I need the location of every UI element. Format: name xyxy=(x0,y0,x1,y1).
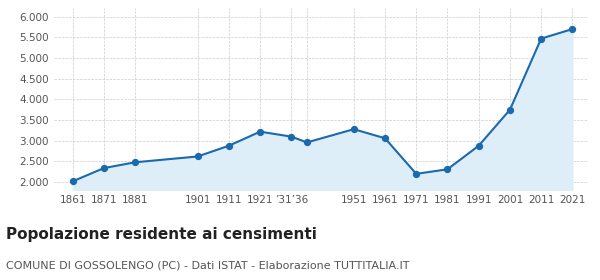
Point xyxy=(287,134,296,139)
Point xyxy=(130,160,140,165)
Text: COMUNE DI GOSSOLENGO (PC) - Dati ISTAT - Elaborazione TUTTITALIA.IT: COMUNE DI GOSSOLENGO (PC) - Dati ISTAT -… xyxy=(6,260,409,270)
Point xyxy=(536,36,546,41)
Point xyxy=(412,172,421,176)
Point xyxy=(474,143,484,148)
Point xyxy=(380,136,390,141)
Point xyxy=(99,166,109,170)
Point xyxy=(568,27,577,31)
Point xyxy=(505,108,515,112)
Text: Popolazione residente ai censimenti: Popolazione residente ai censimenti xyxy=(6,227,317,242)
Point xyxy=(349,127,359,131)
Point xyxy=(224,143,233,148)
Point xyxy=(443,167,452,172)
Point xyxy=(256,129,265,134)
Point xyxy=(193,154,202,159)
Point xyxy=(68,179,77,184)
Point xyxy=(302,140,312,145)
